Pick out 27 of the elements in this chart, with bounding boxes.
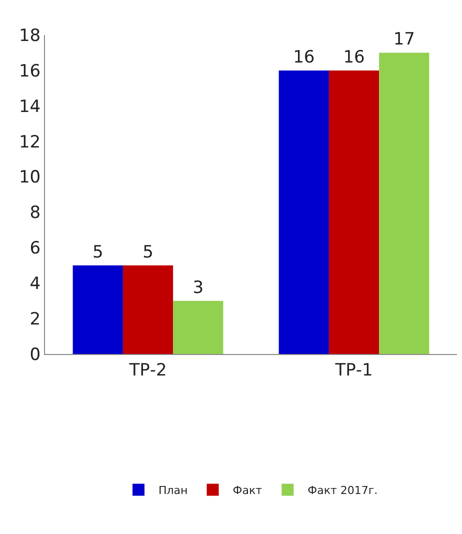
y-tick-label: 4 (30, 274, 41, 294)
bar (278, 70, 329, 354)
y-tick-label: 2 (30, 310, 41, 330)
data-label: 5 (92, 242, 104, 262)
y-tick-label: 12 (18, 132, 41, 152)
data-label: 3 (192, 278, 204, 298)
x-tick-label: ТР-1 (334, 360, 373, 380)
y-tick-label: 10 (18, 168, 41, 188)
y-tick-label: 6 (30, 238, 41, 259)
legend-label: Факт 2017г. (308, 484, 378, 498)
y-tick-label: 0 (30, 344, 41, 365)
bar (173, 300, 224, 354)
y-tick-label: 16 (18, 61, 41, 82)
bar (72, 265, 123, 354)
data-label: 5 (142, 242, 154, 262)
legend-label: Факт (232, 484, 263, 498)
bar (379, 52, 430, 354)
data-label: 16 (293, 47, 315, 68)
data-label: 16 (343, 47, 365, 68)
data-label: 17 (393, 30, 415, 50)
bar (328, 70, 380, 354)
bar (122, 265, 174, 354)
y-tick-label: 18 (18, 26, 41, 46)
y-tick-label: 14 (18, 96, 41, 117)
y-tick-label: 8 (30, 203, 41, 224)
legend-label: План (158, 484, 188, 498)
x-tick-label: ТР-2 (128, 360, 167, 380)
